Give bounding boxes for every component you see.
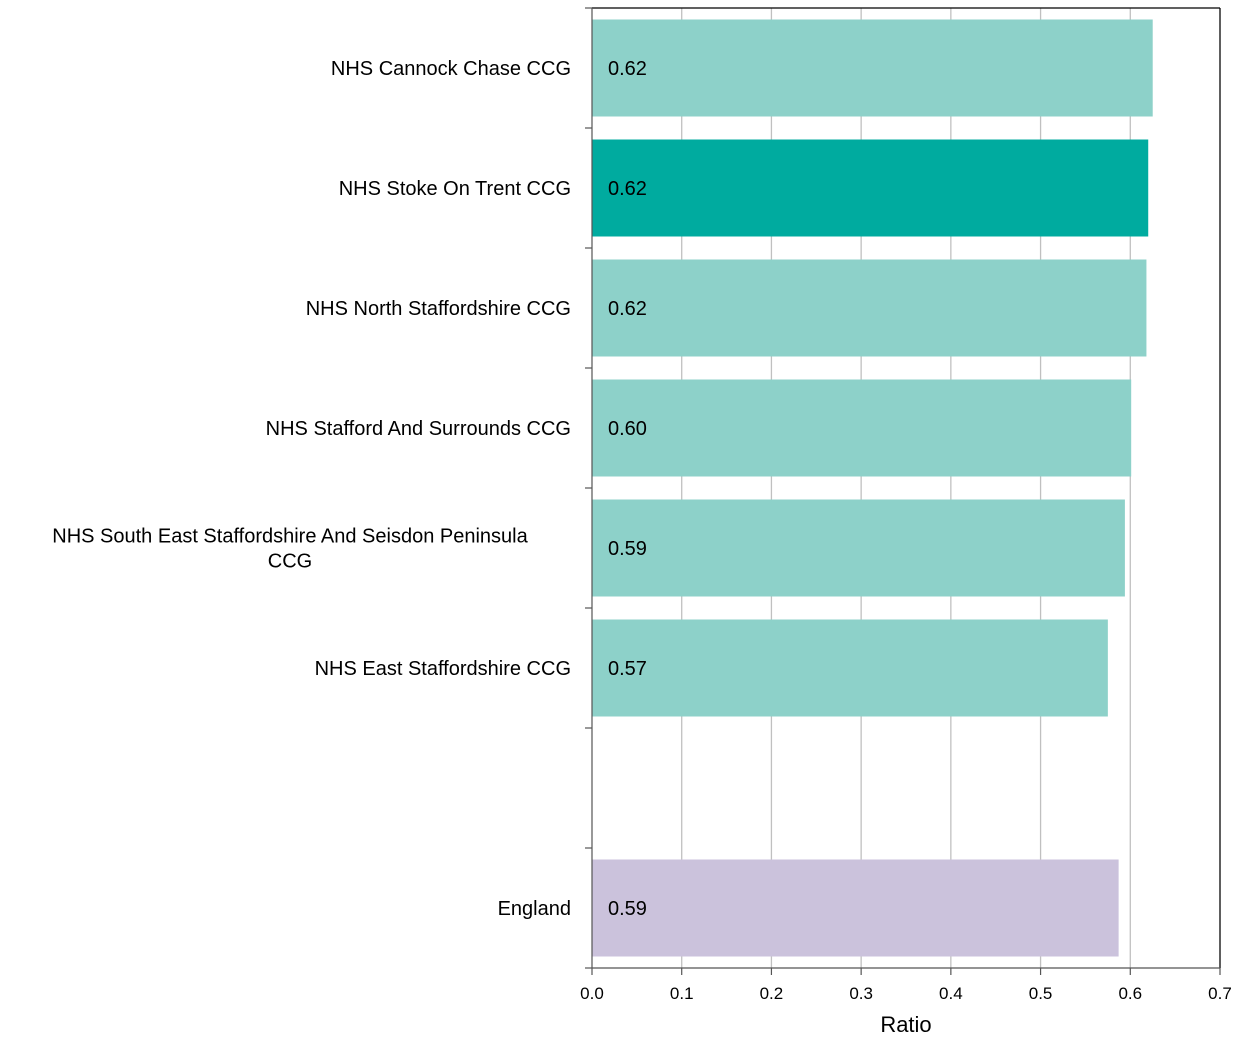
category-label-line: NHS Cannock Chase CCG [331,58,571,80]
labels: 0.62 NHS Cannock Chase CCG 0.62 NHS Stoke O… [52,58,1232,1003]
bar [592,379,1132,477]
axes [585,7,1221,975]
x-tick-label: 0.3 [849,984,873,1003]
x-tick-label: 0.7 [1208,984,1232,1003]
bar [592,859,1119,957]
x-tick-label: 0.0 [580,984,604,1003]
category-label: NHS South East Staffordshire And Seisdon… [52,526,528,573]
category-label: NHS Cannock Chase CCG [331,58,571,80]
category-label: NHS North Staffordshire CCG [306,298,571,320]
category-label: NHS East Staffordshire CCG [315,658,571,680]
bar-value-label: 0.62 [608,178,647,200]
category-label-line: NHS Stoke On Trent CCG [339,178,571,200]
x-tick-label: 0.4 [939,984,963,1003]
bar [592,139,1149,237]
category-label-line: NHS Stafford And Surrounds CCG [266,418,571,440]
x-tick-label: 0.1 [670,984,694,1003]
category-label-line: NHS North Staffordshire CCG [306,298,571,320]
bar-value-label: 0.62 [608,298,647,320]
category-label-line: England [498,898,571,920]
category-label: NHS Stafford And Surrounds CCG [266,418,571,440]
bar [592,259,1147,357]
bar-value-label: 0.60 [608,418,647,440]
category-label-line: NHS South East Staffordshire And Seisdon… [52,526,528,548]
x-axis-title: Ratio [880,1012,931,1037]
bars [592,19,1153,957]
bar-value-label: 0.57 [608,658,647,680]
category-label: NHS Stoke On Trent CCG [339,178,571,200]
bar-value-label: 0.59 [608,538,647,560]
bar [592,19,1153,117]
bar-value-label: 0.59 [608,898,647,920]
x-tick-label: 0.6 [1118,984,1142,1003]
category-label: England [498,898,571,920]
x-tick-label: 0.5 [1029,984,1053,1003]
category-label-line: NHS East Staffordshire CCG [315,658,571,680]
category-label-line: CCG [268,551,312,573]
x-tick-label: 0.2 [760,984,784,1003]
bar-value-label: 0.62 [608,58,647,80]
bar [592,619,1108,717]
bar [592,499,1125,597]
